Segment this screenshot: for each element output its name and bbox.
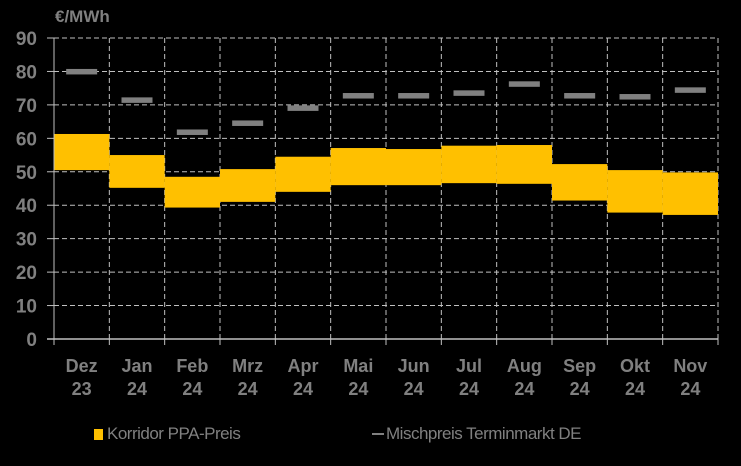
y-tick-label: 40	[16, 196, 37, 217]
ppa-range-bar	[54, 133, 110, 171]
y-tick-label: 70	[16, 96, 37, 117]
y-tick-label: 10	[16, 297, 37, 318]
y-tick-label: 60	[16, 129, 37, 150]
y-tick-label: 90	[16, 29, 37, 50]
ppa-range-bar	[164, 176, 220, 208]
terminmarkt-marker	[508, 81, 540, 87]
x-tick-label-month: Sep	[563, 356, 596, 376]
grey-dash-icon	[372, 433, 384, 435]
x-tick-label-year: 24	[459, 379, 479, 399]
range-bars	[54, 133, 718, 215]
axes: 0 10 20 30 40 50 60 70 80 90 Dez 23 Jan 24 Feb 24 Mrz 24 A…	[16, 29, 719, 399]
y-tick-label: 80	[16, 62, 37, 83]
x-tick-label-year: 24	[514, 379, 534, 399]
terminmarkt-marker	[287, 105, 319, 111]
ppa-range-bar	[330, 148, 386, 186]
y-tick-label: 20	[16, 263, 37, 284]
terminmarkt-marker	[232, 120, 264, 126]
x-tick-label-year: 24	[127, 379, 147, 399]
x-tick-label-month: Jun	[398, 356, 430, 376]
x-tick-label-year: 24	[570, 379, 590, 399]
y-tick-label: 0	[26, 330, 37, 351]
grid-lines	[54, 37, 719, 339]
legend-label-ppa: Korridor PPA-Preis	[107, 424, 241, 443]
y-tick-label: 50	[16, 163, 37, 184]
y-tick-label: 30	[16, 230, 37, 251]
ppa-range-bar	[496, 145, 552, 184]
x-tick-label-month: Mai	[343, 356, 373, 376]
x-tick-label-year: 24	[348, 379, 368, 399]
ppa-range-bar	[607, 170, 663, 213]
x-tick-label-month: Jan	[121, 356, 152, 376]
ppa-range-bar	[552, 164, 608, 201]
legend-label-terminmarkt: Mischpreis Terminmarkt DE	[386, 424, 582, 443]
x-tick-label-month: Nov	[673, 356, 707, 376]
x-tick-label-year: 24	[625, 379, 645, 399]
legend-item-ppa: Korridor PPA-Preis	[94, 424, 241, 444]
ppa-range-bar	[386, 149, 442, 186]
y-axis-label: €/MWh	[55, 7, 110, 26]
ppa-range-bar	[109, 155, 165, 188]
ppa-range-bar	[441, 145, 497, 184]
terminmarkt-marker	[453, 90, 485, 96]
terminmarkt-marker	[564, 93, 596, 99]
x-tick-label-month: Aug	[507, 356, 542, 376]
yellow-square-icon	[94, 428, 103, 440]
terminmarkt-marker	[342, 93, 374, 99]
ppa-range-bar	[275, 156, 331, 192]
x-tick-label-year: 24	[404, 379, 424, 399]
x-tick-label-year: 24	[238, 379, 258, 399]
x-tick-label-month: Mrz	[232, 356, 263, 376]
price-markers	[66, 68, 706, 135]
x-tick-label-month: Jul	[456, 356, 482, 376]
x-tick-label-month: Dez	[66, 356, 98, 376]
x-tick-label-month: Apr	[288, 356, 319, 376]
x-tick-label-year: 24	[293, 379, 313, 399]
x-tick-label-year: 24	[182, 379, 202, 399]
terminmarkt-marker	[674, 87, 706, 93]
terminmarkt-marker	[121, 97, 153, 103]
terminmarkt-marker	[398, 93, 430, 99]
terminmarkt-marker	[66, 68, 98, 75]
terminmarkt-marker	[619, 94, 651, 100]
terminmarkt-marker	[176, 129, 208, 135]
ppa-range-bar	[662, 172, 718, 215]
x-tick-label-month: Feb	[176, 356, 208, 376]
x-tick-label-year: 24	[680, 379, 700, 399]
legend-item-terminmarkt: Mischpreis Terminmarkt DE	[372, 424, 582, 444]
x-tick-label-month: Okt	[620, 356, 650, 376]
x-tick-label-year: 23	[72, 379, 92, 399]
ppa-range-bar	[220, 169, 276, 202]
